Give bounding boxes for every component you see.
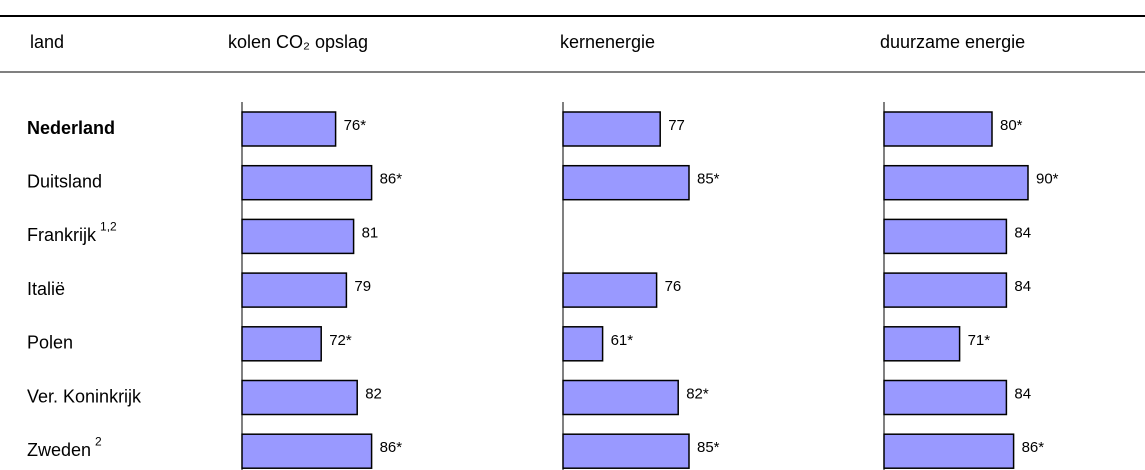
bar <box>883 379 1008 416</box>
value-label: 84 <box>1014 224 1031 241</box>
value-label: 85* <box>697 439 720 456</box>
bar <box>562 326 604 362</box>
bar <box>241 433 373 469</box>
category-note: 1,2 <box>100 220 117 234</box>
category-note: 2 <box>95 434 102 448</box>
bar <box>883 218 1008 255</box>
value-label: 84 <box>1014 385 1031 402</box>
value-label: 72* <box>329 332 352 349</box>
value-label: 86* <box>1022 439 1045 456</box>
value-label: 82 <box>365 385 382 402</box>
bar <box>562 111 661 147</box>
bar <box>241 111 337 147</box>
category-label: Frankrijk <box>27 225 97 245</box>
value-label: 76 <box>665 278 682 295</box>
category-header: land <box>30 32 64 52</box>
value-label: 86* <box>380 171 403 188</box>
value-label: 90* <box>1036 171 1059 188</box>
category-label: Zweden <box>27 440 91 460</box>
value-label: 84 <box>1014 278 1031 295</box>
bar <box>562 272 658 308</box>
bar <box>241 326 322 362</box>
category-label: Ver. Koninkrijk <box>27 386 142 406</box>
series-header: duurzame energie <box>880 32 1025 52</box>
bar <box>241 379 358 416</box>
bar <box>883 111 993 147</box>
bar <box>883 272 1008 308</box>
bar <box>241 272 348 308</box>
value-label: 81 <box>362 224 379 241</box>
bar <box>562 164 690 201</box>
bar <box>562 433 690 469</box>
category-label: Nederland <box>27 118 115 138</box>
value-label: 76* <box>344 117 367 134</box>
series-header: kolen CO₂ opslag <box>228 32 368 52</box>
value-label: 61* <box>611 332 634 349</box>
bar <box>883 164 1029 201</box>
value-label: 77 <box>668 117 685 134</box>
category-label: Duitsland <box>27 171 102 191</box>
bar <box>241 164 373 201</box>
value-label: 80* <box>1000 117 1023 134</box>
category-label: Polen <box>27 333 73 353</box>
series-header: kernenergie <box>560 32 655 52</box>
value-label: 86* <box>380 439 403 456</box>
bar <box>883 433 1015 469</box>
value-label: 79 <box>354 278 371 295</box>
bar <box>241 218 355 255</box>
bar <box>562 379 679 416</box>
value-label: 82* <box>686 385 709 402</box>
category-label: Italië <box>27 279 65 299</box>
value-label: 71* <box>968 332 991 349</box>
bar <box>883 326 961 362</box>
value-label: 85* <box>697 171 720 188</box>
